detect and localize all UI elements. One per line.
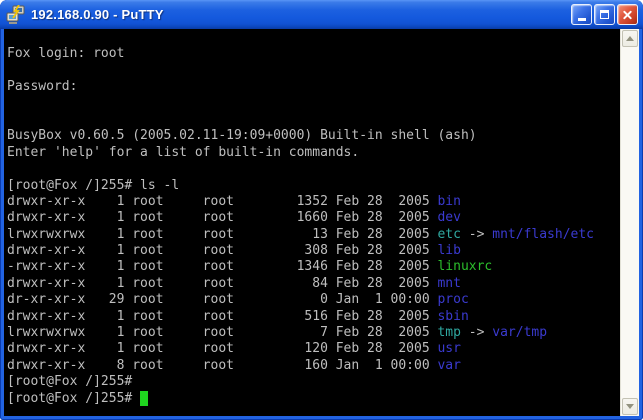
terminal-line (7, 63, 620, 79)
minimize-button[interactable] (571, 4, 592, 25)
terminal-text: Enter 'help' for a list of built-in comm… (7, 144, 360, 160)
terminal-line: Fox login: root (7, 46, 620, 62)
terminal-text: lib (437, 243, 461, 259)
terminal-text: drwxr-xr-x 1 root root 1352 Feb 28 2005 (7, 193, 438, 209)
terminal-line: [root@Fox /]255# (7, 374, 620, 390)
titlebar[interactable]: 192.168.0.90 - PuTTY (0, 0, 643, 29)
terminal-text: drwxr-xr-x 8 root root 160 Jan 1 00:00 (7, 357, 438, 373)
terminal-text: sbin (437, 308, 469, 324)
terminal-text: mnt (437, 275, 461, 291)
terminal-line (7, 161, 620, 177)
terminal-line: [root@Fox /]255# (7, 390, 620, 407)
terminal-line: drwxr-xr-x 1 root root 120 Feb 28 2005 u… (7, 341, 620, 357)
terminal-text: drwxr-xr-x 1 root root 120 Feb 28 2005 (7, 341, 438, 357)
terminal-line: drwxr-xr-x 8 root root 160 Jan 1 00:00 v… (7, 358, 620, 374)
terminal-text: Fox login: root (7, 46, 125, 62)
terminal-text: drwxr-xr-x 1 root root 84 Feb 28 2005 (7, 275, 438, 291)
terminal-text: proc (437, 292, 469, 308)
close-icon (622, 9, 633, 20)
terminal-text: etc (437, 226, 461, 242)
chevron-down-icon (626, 404, 634, 409)
terminal-text: [root@Fox /]255# (7, 374, 133, 390)
window-title: 192.168.0.90 - PuTTY (31, 7, 164, 22)
terminal-text: linuxrc (437, 259, 493, 275)
terminal-text: var (437, 357, 461, 373)
terminal-line: [root@Fox /]255# ls -l (7, 178, 620, 194)
terminal-text: tmp (437, 325, 461, 341)
terminal-line: lrwxrwxrwx 1 root root 13 Feb 28 2005 et… (7, 227, 620, 243)
terminal-line (7, 112, 620, 128)
terminal-line: drwxr-xr-x 1 root root 516 Feb 28 2005 s… (7, 309, 620, 325)
terminal-screen[interactable]: Fox login: root Password: BusyBox v0.60.… (4, 29, 620, 416)
terminal-text: lrwxrwxrwx 1 root root 13 Feb 28 2005 (7, 226, 438, 242)
maximize-button[interactable] (594, 4, 615, 25)
scroll-up-button[interactable] (622, 30, 638, 47)
terminal-line: Password: (7, 79, 620, 95)
terminal-line (7, 30, 620, 46)
maximize-icon (600, 10, 609, 19)
close-button[interactable] (617, 4, 638, 25)
terminal-text: bin (437, 193, 461, 209)
terminal-line: lrwxrwxrwx 1 root root 7 Feb 28 2005 tmp… (7, 325, 620, 341)
terminal-text: drwxr-xr-x 1 root root 1660 Feb 28 2005 (7, 210, 438, 226)
terminal-text: BusyBox v0.60.5 (2005.02.11-19:09+0000) … (7, 128, 477, 144)
putty-terminal-icon[interactable] (6, 4, 26, 25)
scrollbar-track[interactable] (620, 29, 639, 416)
terminal-line: drwxr-xr-x 1 root root 308 Feb 28 2005 l… (7, 243, 620, 259)
terminal-text: var/tmp (492, 325, 548, 341)
terminal-text: usr (437, 341, 461, 357)
terminal-line (7, 96, 620, 112)
chevron-up-icon (626, 36, 634, 41)
terminal-text: drwxr-xr-x 1 root root 308 Feb 28 2005 (7, 243, 438, 259)
terminal-line: BusyBox v0.60.5 (2005.02.11-19:09+0000) … (7, 128, 620, 144)
terminal-text: -> (460, 226, 493, 242)
terminal-line: drwxr-xr-x 1 root root 1352 Feb 28 2005 … (7, 194, 620, 210)
terminal-text: -> (460, 325, 493, 341)
terminal-line (7, 407, 620, 416)
terminal-text: dr-xr-xr-x 29 root root 0 Jan 1 00:00 (7, 292, 438, 308)
scroll-down-button[interactable] (622, 398, 638, 415)
terminal-text: drwxr-xr-x 1 root root 516 Feb 28 2005 (7, 308, 438, 324)
terminal-text: -rwxr-xr-x 1 root root 1346 Feb 28 2005 (7, 259, 438, 275)
terminal-line: drwxr-xr-x 1 root root 1660 Feb 28 2005 … (7, 210, 620, 226)
terminal-line: Enter 'help' for a list of built-in comm… (7, 145, 620, 161)
terminal-line: -rwxr-xr-x 1 root root 1346 Feb 28 2005 … (7, 259, 620, 275)
terminal-cursor (140, 390, 148, 406)
window-body: Fox login: root Password: BusyBox v0.60.… (4, 29, 639, 416)
minimize-icon (577, 18, 586, 21)
terminal-text: Password: (7, 79, 78, 95)
terminal-text: dev (437, 210, 461, 226)
terminal-text: [root@Fox /]255# ls -l (7, 177, 180, 193)
terminal-text: lrwxrwxrwx 1 root root 7 Feb 28 2005 (7, 325, 438, 341)
terminal-text: mnt/flash/etc (492, 226, 595, 242)
window-controls (571, 4, 638, 25)
terminal-line: dr-xr-xr-x 29 root root 0 Jan 1 00:00 pr… (7, 292, 620, 308)
terminal-text: [root@Fox /]255# (7, 390, 141, 406)
terminal-line: drwxr-xr-x 1 root root 84 Feb 28 2005 mn… (7, 276, 620, 292)
